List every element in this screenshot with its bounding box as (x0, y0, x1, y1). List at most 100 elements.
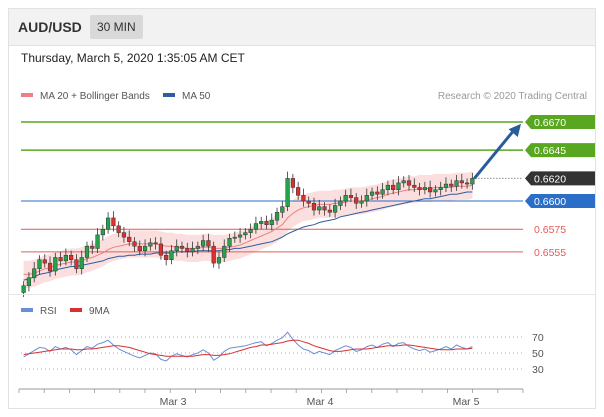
price-label-resistance: 0.6670 (525, 114, 595, 129)
forecast-arrow (473, 123, 521, 180)
candle-body (422, 187, 427, 190)
candle-body (100, 228, 105, 236)
candle-body (380, 189, 385, 195)
price-label-current: 0.6620 (525, 171, 595, 186)
candle-body (322, 206, 327, 211)
candle-body (333, 205, 338, 213)
candle (259, 216, 264, 230)
candle-body (354, 197, 359, 204)
candle-body (348, 195, 354, 198)
forecast-arrow-shaft (473, 127, 517, 180)
price-label-tag (525, 171, 595, 186)
candle-body (158, 243, 164, 256)
candle-body (464, 182, 470, 185)
candle (190, 241, 195, 257)
candle (132, 237, 137, 252)
moving-averages (23, 184, 473, 281)
candle-body (248, 228, 253, 233)
candle-body (264, 221, 269, 225)
candle-body (417, 187, 422, 190)
candle (164, 250, 169, 266)
candle (47, 256, 53, 277)
research-credit: Research © 2020 Trading Central (438, 91, 587, 102)
candle-body (301, 195, 306, 202)
candle-body (338, 200, 343, 206)
candle (248, 223, 253, 239)
candle-body (58, 257, 63, 262)
candle (359, 195, 364, 208)
price-label-text: 0.6555 (534, 247, 566, 259)
candle-body (396, 182, 401, 190)
candle-body (47, 262, 53, 272)
price-label-text: 0.6670 (534, 117, 566, 129)
candle (206, 233, 211, 252)
candle-body (290, 178, 295, 188)
candle-body (285, 178, 290, 207)
candle-body (121, 232, 127, 238)
price-label-text: 0.6645 (534, 145, 566, 157)
candle-body (211, 245, 216, 264)
candle-body (164, 254, 169, 260)
candle (37, 255, 42, 275)
candle-body (391, 184, 396, 190)
candle (327, 204, 332, 217)
candle (53, 252, 58, 276)
candle (211, 241, 216, 268)
candle-body (280, 206, 285, 213)
price-label-text: 0.6575 (534, 224, 566, 236)
candle (195, 241, 200, 255)
candle (306, 196, 311, 208)
candle (311, 197, 317, 216)
candle-body (127, 236, 132, 242)
candle (322, 202, 327, 216)
candle-body (253, 223, 259, 230)
candle (380, 182, 385, 199)
x-tick-label: Mar 3 (160, 396, 187, 408)
x-tick-label: Mar 4 (307, 396, 334, 408)
candle-body (74, 259, 79, 270)
candle (253, 216, 259, 234)
candle-body (369, 191, 375, 196)
candle-body (201, 240, 206, 247)
price-label-tag (525, 143, 595, 158)
candle (90, 240, 95, 255)
candle-body (401, 180, 406, 184)
candle-body (79, 257, 84, 270)
candle-body (449, 183, 454, 187)
price-label-resistance: 0.6645 (525, 143, 595, 158)
chart-header: AUD/USD 30 MIN (9, 9, 595, 46)
candle (454, 175, 459, 191)
candle (63, 248, 68, 266)
candle (243, 228, 248, 240)
candle-body (216, 257, 222, 264)
legend-swatch-ma50 (163, 93, 175, 97)
candle-body (42, 259, 47, 264)
candle (317, 199, 322, 215)
timeframe-button[interactable]: 30 MIN (90, 15, 143, 39)
candle (459, 173, 464, 189)
candle-body (438, 187, 443, 190)
chart-widget: AUD/USD 30 MIN Thursday, March 5, 2020 1… (8, 8, 596, 409)
rsi-lines (23, 331, 473, 362)
candle (280, 201, 285, 218)
candle (290, 173, 295, 194)
candle-body (343, 195, 348, 202)
candle (269, 213, 274, 231)
ma50-line (23, 191, 473, 281)
candle-body (106, 217, 111, 230)
candle (58, 251, 63, 267)
candle (174, 239, 179, 257)
candle (232, 231, 237, 243)
candle-body (63, 254, 68, 262)
candle (74, 254, 79, 274)
candle-body (227, 238, 232, 247)
price-level-labels: 0.6670 0.6645 0.6620 0.6600 0.6575 0.6555 (525, 114, 595, 259)
price-label-support: 0.6555 (534, 247, 566, 259)
candle (348, 188, 354, 203)
candle-body (222, 245, 227, 258)
candle (385, 180, 390, 196)
candle-body (26, 277, 32, 286)
price-label-pivot: 0.6600 (525, 194, 595, 208)
candle (406, 175, 412, 191)
candle (69, 250, 74, 266)
